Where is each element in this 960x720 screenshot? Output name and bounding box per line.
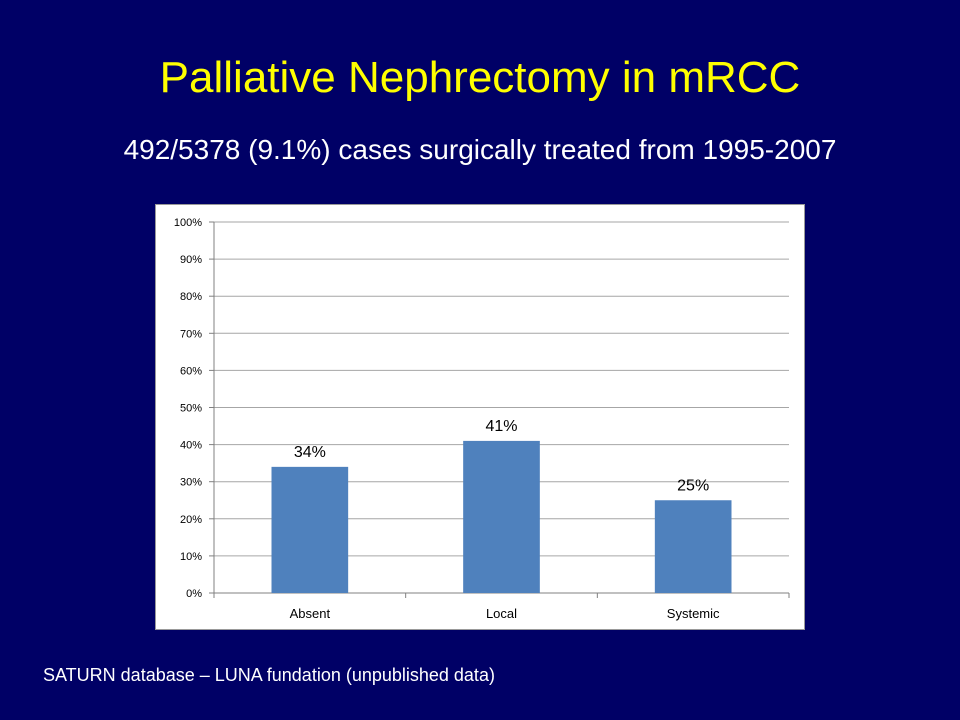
data-label: 25%	[677, 477, 709, 494]
chart-frame: 0% 10% 20% 30% 40% 50% 60% 70% 80% 90% 100% 34% Abse…	[155, 204, 805, 630]
slide-subtitle: 492/5378 (9.1%) cases surgically treated…	[123, 134, 837, 165]
y-tick-label: 30%	[180, 477, 202, 489]
y-tick-label: 60%	[180, 365, 202, 377]
labels: 0% 10% 20% 30% 40% 50% 60% 70% 80% 90% 100% 34% Abse…	[174, 217, 720, 621]
data-label: 41%	[485, 418, 517, 435]
y-tick-label: 80%	[180, 291, 202, 303]
y-tick-label: 90%	[180, 254, 202, 266]
bar-absent	[271, 466, 349, 593]
y-tick-label: 100%	[174, 217, 202, 229]
y-tick-label: 10%	[180, 551, 202, 563]
category-label: Systemic	[667, 606, 720, 621]
data-label: 34%	[294, 444, 326, 461]
y-tick-label: 70%	[180, 328, 202, 340]
bar-local	[463, 440, 540, 593]
y-tick-label: 20%	[180, 514, 202, 526]
category-label: Local	[486, 606, 517, 621]
category-label: Absent	[290, 606, 331, 621]
footer-note: SATURN database – LUNA fundation (unpubl…	[43, 665, 495, 685]
bar-systemic	[654, 500, 732, 593]
y-tick-label: 0%	[186, 588, 202, 600]
y-tick-label: 40%	[180, 440, 202, 452]
bars	[271, 440, 732, 593]
slide-title: Palliative Nephrectomy in mRCC	[159, 53, 801, 102]
bar-chart: 0% 10% 20% 30% 40% 50% 60% 70% 80% 90% 100% 34% Abse…	[174, 217, 790, 621]
y-tick-label: 50%	[180, 403, 202, 415]
